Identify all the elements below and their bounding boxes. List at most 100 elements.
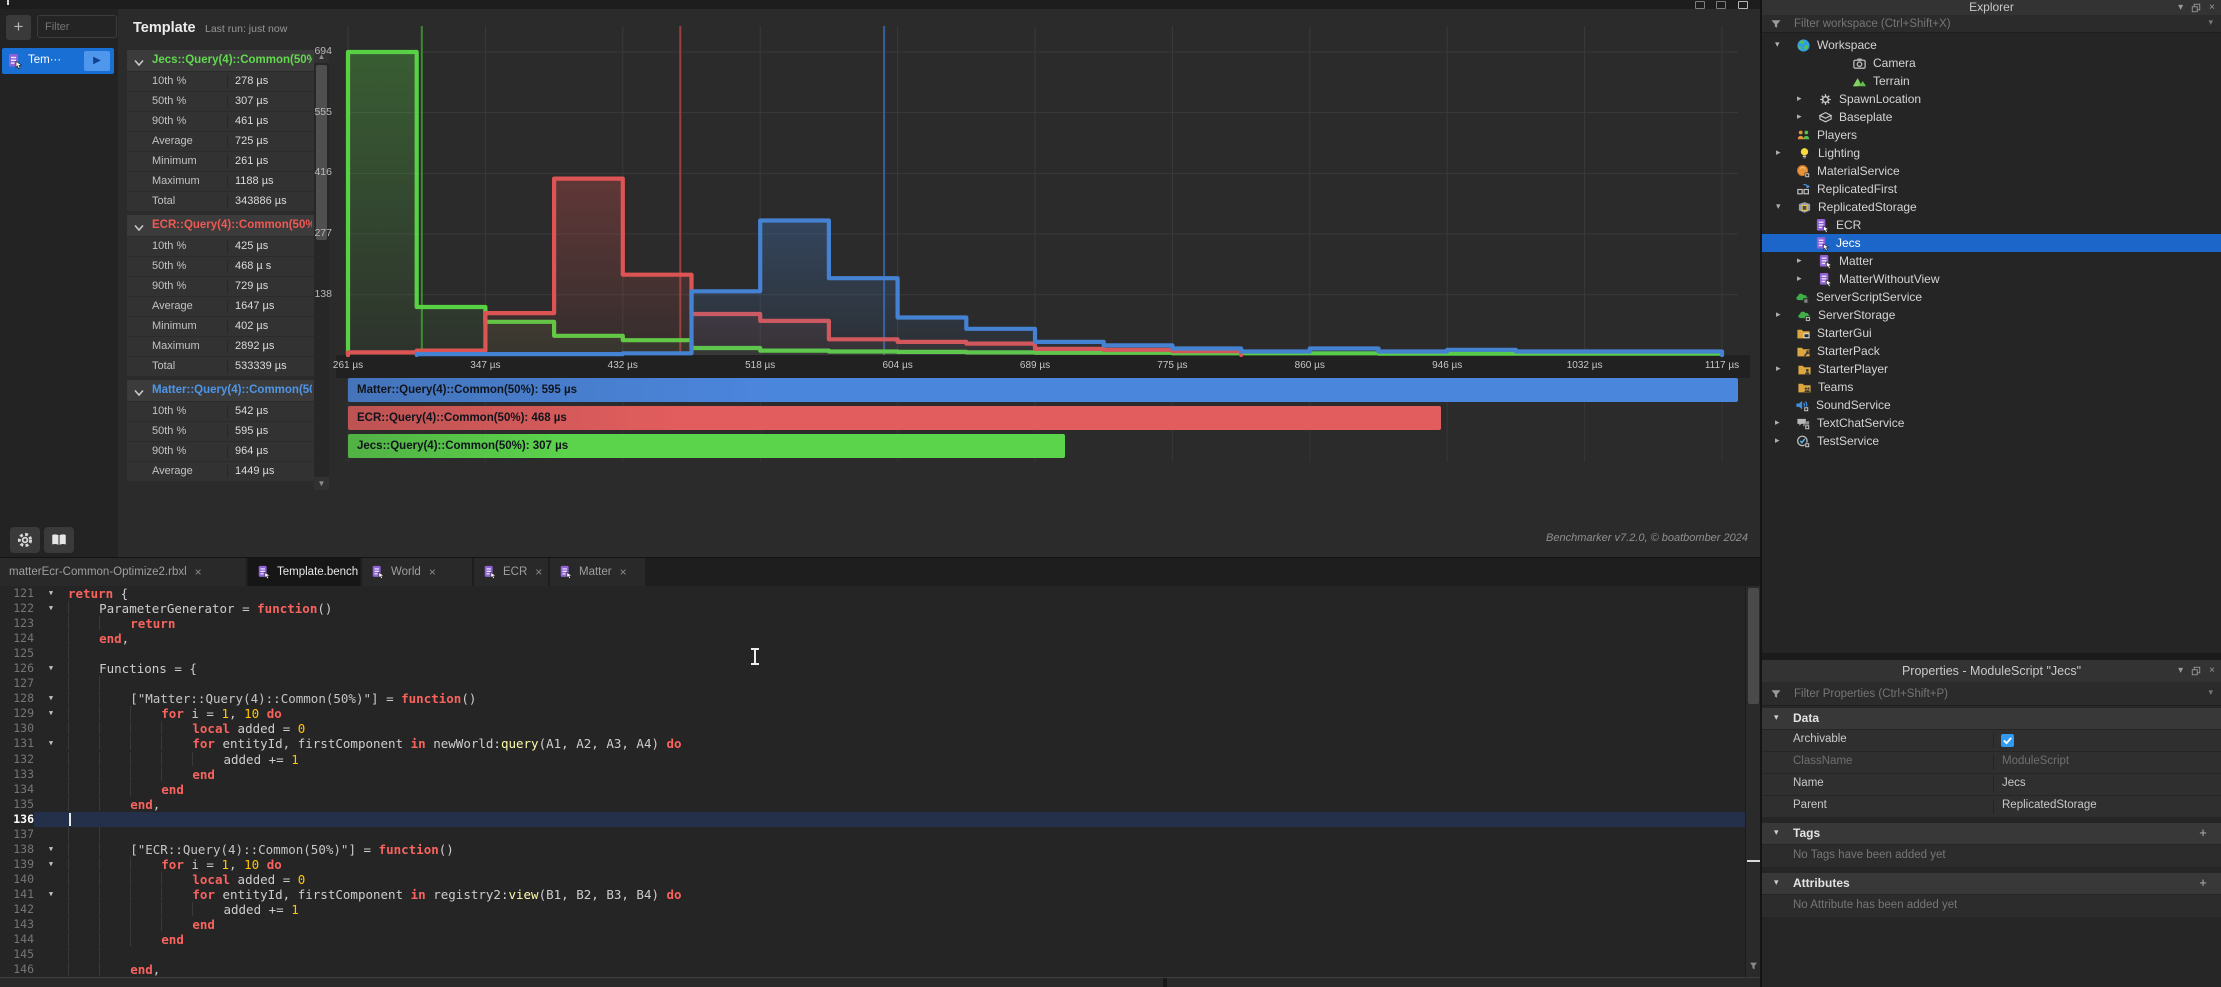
- code-line-144[interactable]: 144 end: [0, 932, 1760, 947]
- settings-button[interactable]: [10, 527, 40, 553]
- chevron-right-icon[interactable]: ▸: [1775, 435, 1780, 445]
- float-icon[interactable]: [1716, 1, 1726, 9]
- property-row-parent[interactable]: Parent ReplicatedStorage: [1762, 796, 2221, 817]
- code-line-136[interactable]: 136: [0, 811, 1760, 827]
- code-line-122[interactable]: 122 ▼ ParameterGenerator = function(): [0, 601, 1760, 616]
- chevron-right-icon[interactable]: ▸: [1797, 111, 1802, 121]
- chevron-right-icon[interactable]: ▸: [1776, 309, 1781, 319]
- dock-icon[interactable]: [1695, 1, 1705, 9]
- explorer-filter-input[interactable]: [1792, 15, 2186, 33]
- script-tab-matter[interactable]: Matter ×: [550, 558, 645, 586]
- fold-arrow-icon[interactable]: ▼: [48, 709, 54, 718]
- main-right-divider[interactable]: [1760, 0, 1762, 987]
- fold-arrow-icon[interactable]: ▼: [48, 739, 54, 748]
- properties-header[interactable]: Properties - ModuleScript "Jecs" ▾ ×: [1762, 660, 2221, 682]
- chevron-down-icon[interactable]: ▾: [1776, 201, 1781, 211]
- stat-group-header[interactable]: ECR::Query(4)::Common(50%): [127, 215, 314, 236]
- chevron-right-icon[interactable]: ▸: [1797, 93, 1802, 103]
- script-editor[interactable]: 121 ▼ return {122 ▼ ParameterGenerator = fun…: [0, 586, 1760, 977]
- chevron-right-icon[interactable]: ▸: [1776, 363, 1781, 373]
- tree-item-matterwithoutview[interactable]: ▸ MatterWithoutView: [1762, 270, 2221, 288]
- script-tab-matterecr-common-optimize2-rbxl[interactable]: matterEcr-Common-Optimize2.rbxl ×: [0, 558, 246, 586]
- property-section-tags[interactable]: ▾ Tags +: [1762, 823, 2221, 844]
- code-line-134[interactable]: 134 end: [0, 781, 1760, 797]
- close-icon[interactable]: [1738, 1, 1748, 9]
- chevron-right-icon[interactable]: ▸: [1797, 255, 1802, 265]
- legend-bar[interactable]: Jecs::Query(4)::Common(50%): 307 µs: [348, 434, 1065, 458]
- fold-arrow-icon[interactable]: ▼: [48, 664, 54, 673]
- code-line-142[interactable]: 142 added += 1: [0, 901, 1760, 917]
- tree-item-serverstorage[interactable]: ▸ ServerStorage: [1762, 306, 2221, 324]
- close-tab-icon[interactable]: ×: [428, 565, 436, 579]
- filter-options-caret-icon[interactable]: ▾: [2208, 687, 2213, 697]
- code-line-124[interactable]: 124 end,: [0, 631, 1760, 646]
- close-icon[interactable]: ×: [2209, 2, 2215, 13]
- explorer-header[interactable]: Explorer ▾ ×: [1762, 0, 2221, 15]
- properties-filter-input[interactable]: [1792, 685, 2186, 703]
- chevron-down-icon[interactable]: ▾: [1774, 827, 1779, 837]
- code-line-143[interactable]: 143 end: [0, 917, 1760, 932]
- legend-bar[interactable]: Matter::Query(4)::Common(50%): 595 µs: [348, 378, 1738, 402]
- tree-item-players[interactable]: Players: [1762, 126, 2221, 144]
- archivable-checkbox[interactable]: [2001, 734, 2014, 747]
- property-row-name[interactable]: Name Jecs: [1762, 774, 2221, 795]
- tree-item-starterplayer[interactable]: ▸ StarterPlayer: [1762, 360, 2221, 378]
- code-line-135[interactable]: 135 end,: [0, 796, 1760, 812]
- chevron-down-icon[interactable]: [133, 385, 145, 403]
- tree-item-teams[interactable]: Teams: [1762, 378, 2221, 396]
- code-line-130[interactable]: 130 local added = 0: [0, 721, 1760, 736]
- code-line-137[interactable]: 137: [0, 826, 1760, 842]
- scroll-down-icon[interactable]: ▼: [314, 477, 329, 490]
- fold-arrow-icon[interactable]: ▼: [48, 694, 54, 703]
- chevron-down-icon[interactable]: [133, 55, 145, 73]
- tree-item-startergui[interactable]: StarterGui: [1762, 324, 2221, 342]
- tree-item-textchatservice[interactable]: ▸ TextChatService: [1762, 414, 2221, 432]
- benchmarker-titlebar[interactable]: [0, 0, 1760, 9]
- tree-item-replicatedfirst[interactable]: ReplicatedFirst: [1762, 180, 2221, 198]
- close-tab-icon[interactable]: ×: [535, 565, 543, 579]
- code-line-129[interactable]: 129 ▼ for i = 1, 10 do: [0, 706, 1760, 721]
- tree-item-lighting[interactable]: ▸ Lighting: [1762, 144, 2221, 162]
- editor-scrollbar-thumb[interactable]: [1748, 588, 1759, 704]
- tree-item-replicatedstorage[interactable]: ▾ ReplicatedStorage: [1762, 198, 2221, 216]
- benchmark-list-item-template[interactable]: Tem··· ▶: [2, 48, 114, 74]
- code-lines[interactable]: 121 ▼ return {122 ▼ ParameterGenerator = fun…: [0, 586, 1760, 977]
- code-line-132[interactable]: 132 added += 1: [0, 751, 1760, 767]
- properties-filter[interactable]: ▾: [1762, 682, 2221, 706]
- popout-icon[interactable]: [2191, 3, 2201, 13]
- tree-item-workspace[interactable]: ▾ Workspace: [1762, 36, 2221, 54]
- editor-scrollbar[interactable]: [1745, 586, 1760, 977]
- code-line-126[interactable]: 126 ▼ Functions = {: [0, 661, 1760, 676]
- property-row-archivable[interactable]: Archivable: [1762, 730, 2221, 751]
- close-tab-icon[interactable]: ×: [194, 565, 202, 579]
- chevron-right-icon[interactable]: ▸: [1775, 417, 1780, 427]
- fold-arrow-icon[interactable]: ▼: [48, 844, 54, 853]
- property-value[interactable]: Jecs: [1993, 777, 2212, 792]
- tree-item-matter[interactable]: ▸ Matter: [1762, 252, 2221, 270]
- add-attributes-button[interactable]: +: [2199, 875, 2207, 890]
- scrollbar-thumb[interactable]: [316, 65, 327, 240]
- explorer-filter[interactable]: ▾: [1762, 15, 2221, 33]
- add-benchmark-button[interactable]: +: [6, 15, 31, 40]
- tree-item-jecs[interactable]: Jecs: [1762, 234, 2221, 252]
- filter-options-caret-icon[interactable]: ▾: [2208, 17, 2213, 27]
- property-section-data[interactable]: ▾ Data: [1762, 708, 2221, 729]
- stat-group-header[interactable]: Matter::Query(4)::Common(50%): [127, 380, 314, 401]
- scroll-up-icon[interactable]: ▲: [314, 50, 329, 63]
- stat-group-header[interactable]: Jecs::Query(4)::Common(50%): [127, 50, 314, 71]
- tree-item-soundservice[interactable]: SoundService: [1762, 396, 2221, 414]
- property-section-attributes[interactable]: ▾ Attributes +: [1762, 873, 2221, 894]
- code-line-125[interactable]: 125: [0, 646, 1760, 661]
- fold-arrow-icon[interactable]: ▼: [48, 604, 54, 613]
- script-tab-ecr[interactable]: ECR ×: [474, 558, 548, 586]
- add-tags-button[interactable]: +: [2199, 825, 2207, 840]
- tree-item-ecr[interactable]: ECR: [1762, 216, 2221, 234]
- chevron-down-icon[interactable]: ▾: [1774, 877, 1779, 887]
- chevron-down-icon[interactable]: ▾: [2178, 665, 2184, 676]
- code-line-123[interactable]: 123 return: [0, 616, 1760, 631]
- fold-arrow-icon[interactable]: ▼: [48, 859, 54, 868]
- property-value[interactable]: ReplicatedStorage: [1993, 799, 2212, 814]
- code-line-141[interactable]: 141 ▼ for entityId, firstComponent in regi…: [0, 886, 1760, 902]
- scrollbar-filter-icon[interactable]: [1748, 960, 1759, 975]
- tree-item-serverscriptservice[interactable]: ServerScriptService: [1762, 288, 2221, 306]
